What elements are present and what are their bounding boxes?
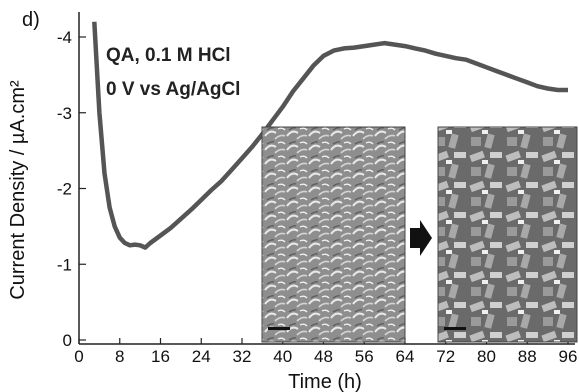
x-tick-label: 48 [314, 347, 333, 366]
x-tick-label: 56 [355, 347, 374, 366]
x-tick-label: 40 [273, 347, 292, 366]
x-tick-label: 88 [518, 347, 537, 366]
x-tick-group: 0 8 16 24 32 40 48 56 64 72 80 88 96 [74, 338, 577, 366]
sem-inset-before [261, 126, 406, 343]
annotation-electrolyte: QA, 0.1 M HCl [106, 45, 231, 66]
y-tick-label: -3 [57, 104, 72, 123]
x-tick-label: 80 [477, 347, 496, 366]
scale-bar [444, 327, 466, 330]
series-line-current-density [92, 21, 568, 250]
x-tick-label: 24 [192, 347, 211, 366]
panel-label: d) [22, 9, 40, 31]
x-tick-label: 0 [74, 347, 83, 366]
y-axis-title: Current Density / µA.cm² [7, 80, 29, 300]
x-tick-label: 16 [151, 347, 170, 366]
x-axis-title: Time (h) [288, 371, 362, 392]
x-tick-label: 8 [115, 347, 124, 366]
arrow-right-icon [410, 220, 432, 256]
x-tick-label: 72 [436, 347, 455, 366]
sem-inset-after [437, 126, 578, 343]
annotation-potential: 0 V vs Ag/AgCl [106, 79, 240, 100]
y-tick-label: -4 [57, 28, 72, 47]
scale-bar [268, 327, 290, 330]
y-tick-label: -2 [57, 180, 72, 199]
x-tick-label: 64 [396, 347, 415, 366]
plot-axes [78, 12, 575, 345]
y-tick-label: 0 [63, 331, 72, 350]
x-tick-label: 96 [559, 347, 578, 366]
x-tick-label: 32 [233, 347, 252, 366]
y-tick-group: 0 -1 -2 -3 -4 [57, 28, 86, 350]
y-tick-label: -1 [57, 255, 72, 274]
